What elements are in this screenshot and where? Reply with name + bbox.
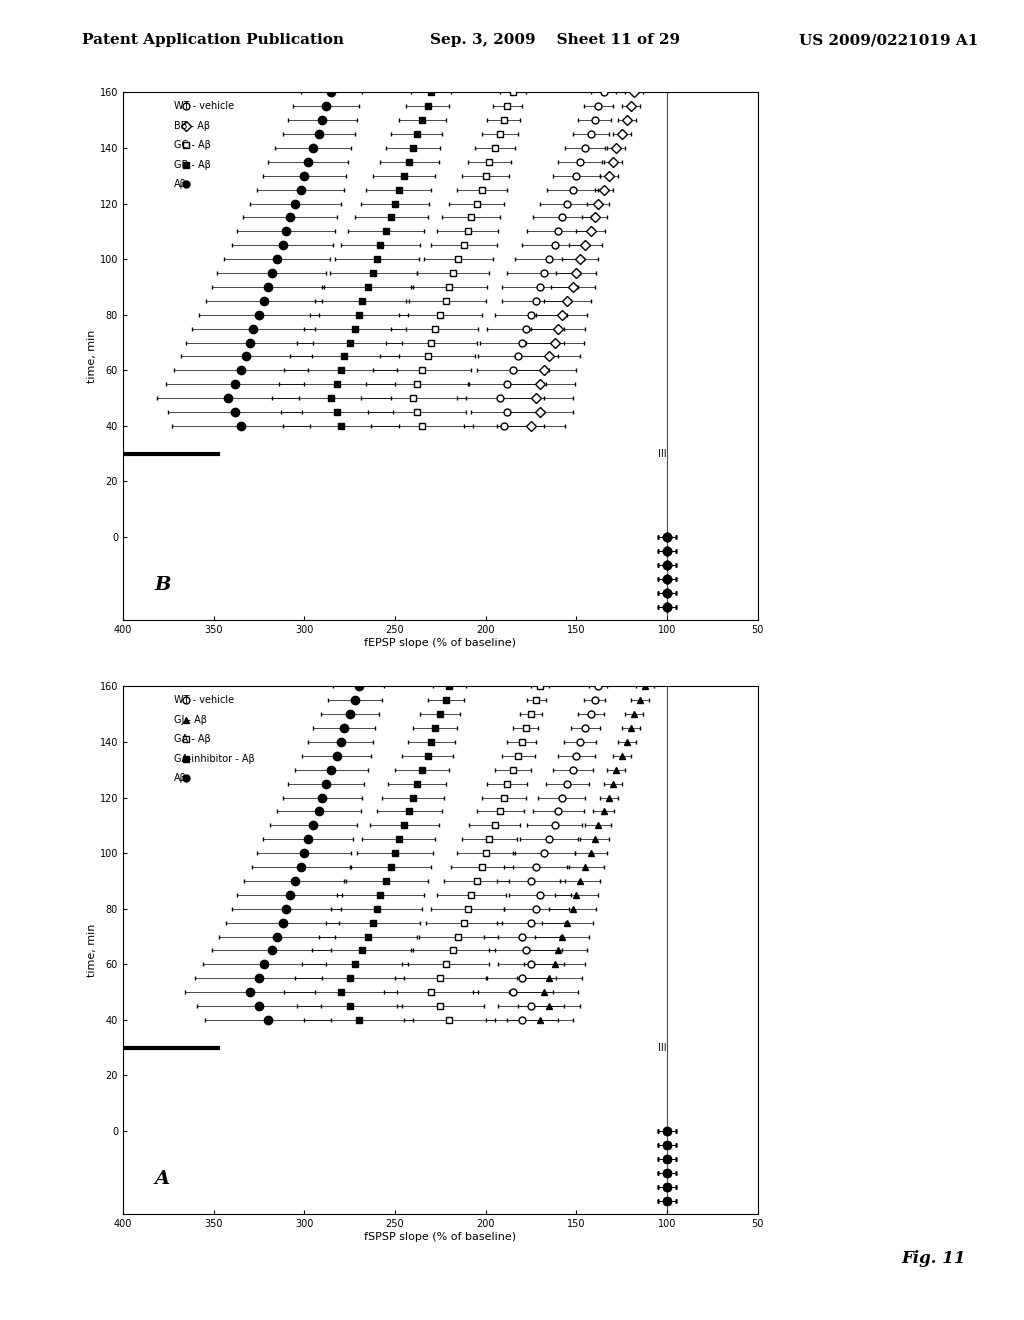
Text: GC - Aβ: GC - Aβ bbox=[174, 140, 211, 150]
Text: Fig. 11: Fig. 11 bbox=[901, 1250, 966, 1267]
Text: Aβ: Aβ bbox=[174, 180, 186, 189]
Text: GB - Aβ: GB - Aβ bbox=[174, 160, 211, 170]
Text: Sep. 3, 2009    Sheet 11 of 29: Sep. 3, 2009 Sheet 11 of 29 bbox=[430, 33, 680, 48]
Text: A: A bbox=[155, 1170, 170, 1188]
Text: BB - Aβ: BB - Aβ bbox=[174, 120, 210, 131]
Y-axis label: time, min: time, min bbox=[87, 924, 96, 977]
Text: B: B bbox=[155, 576, 171, 594]
X-axis label: fEPSP slope (% of baseline): fEPSP slope (% of baseline) bbox=[365, 638, 516, 648]
Text: Aβ: Aβ bbox=[174, 774, 186, 783]
Text: III: III bbox=[658, 1043, 667, 1052]
Text: WT - vehicle: WT - vehicle bbox=[174, 102, 233, 111]
X-axis label: fSPSP slope (% of baseline): fSPSP slope (% of baseline) bbox=[365, 1232, 516, 1242]
Text: III: III bbox=[658, 449, 667, 458]
Y-axis label: time, min: time, min bbox=[87, 330, 96, 383]
Text: US 2009/0221019 A1: US 2009/0221019 A1 bbox=[799, 33, 978, 48]
Text: GA - Aβ: GA - Aβ bbox=[174, 734, 210, 744]
Text: GJ - Aβ: GJ - Aβ bbox=[174, 714, 207, 725]
Text: Patent Application Publication: Patent Application Publication bbox=[82, 33, 344, 48]
Text: GA-inhibitor - Aβ: GA-inhibitor - Aβ bbox=[174, 754, 254, 764]
Text: WT - vehicle: WT - vehicle bbox=[174, 696, 233, 705]
